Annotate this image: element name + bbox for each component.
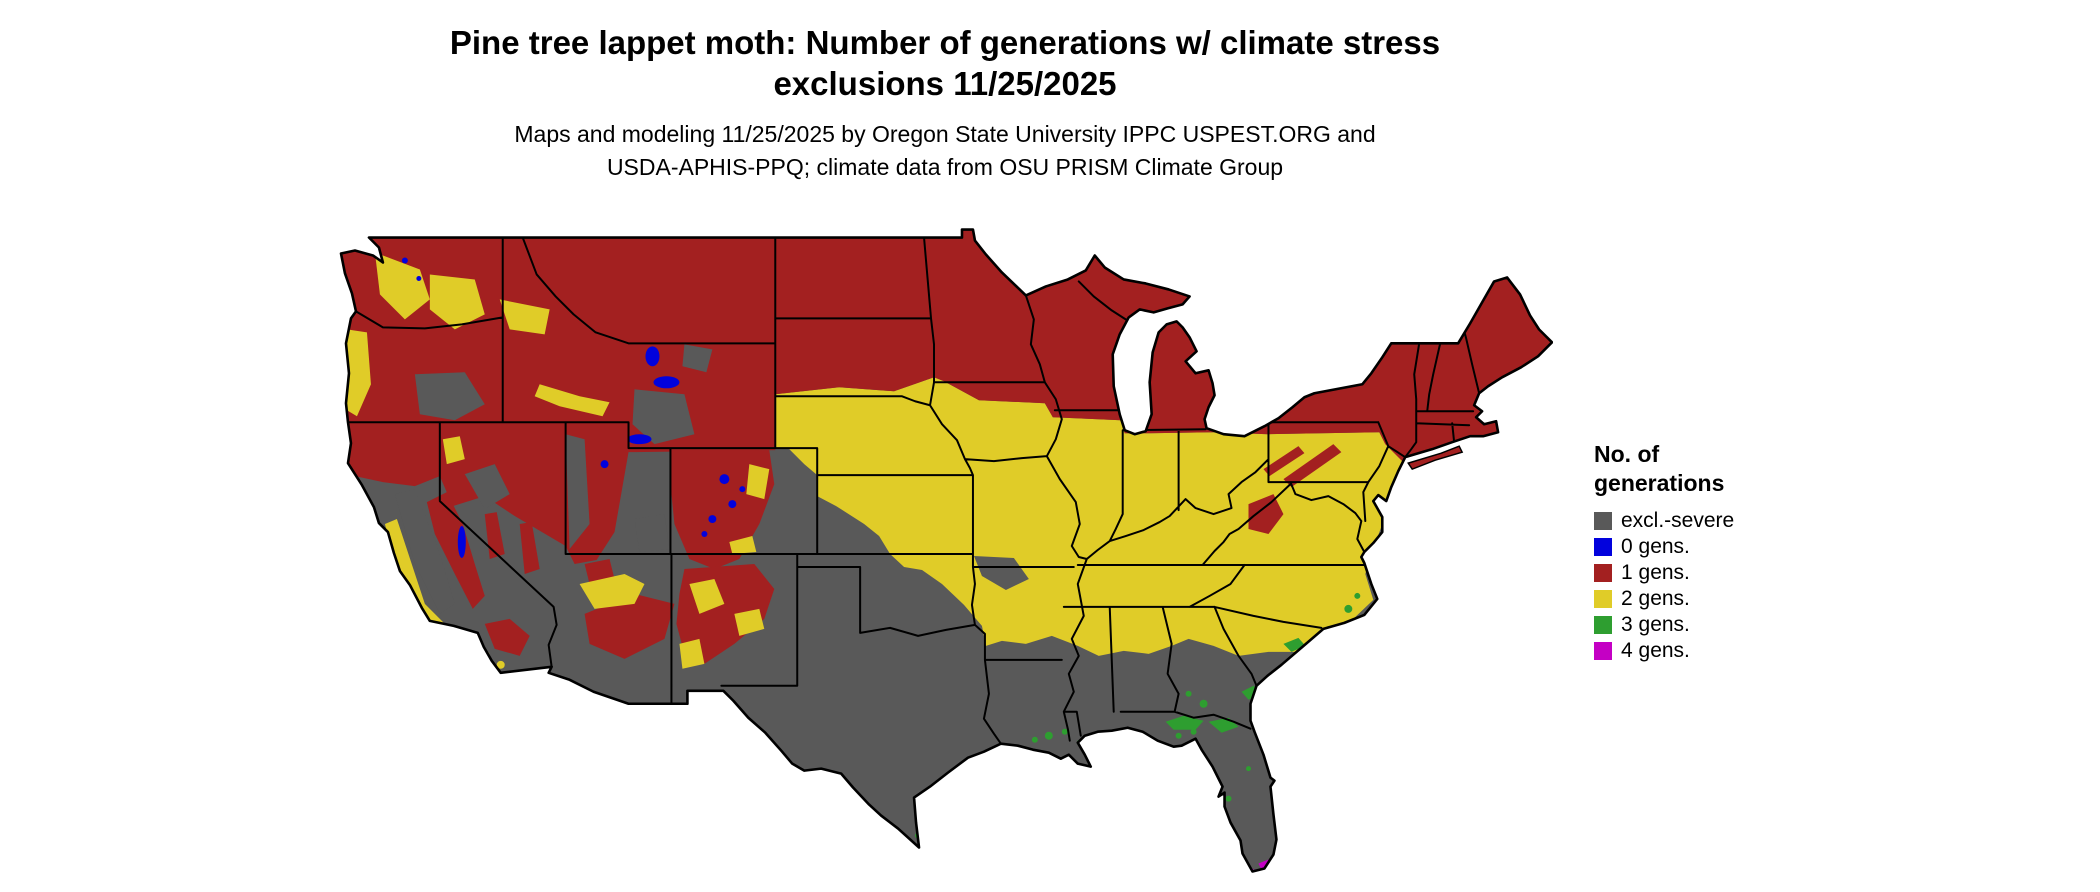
legend-swatch-0-gens: [1594, 538, 1612, 556]
legend-swatch-3-gens: [1594, 616, 1612, 634]
legend-label-3-gens: 3 gens.: [1621, 613, 1690, 636]
legend-label-excl-severe: excl.-severe: [1621, 509, 1735, 532]
long-island: [1407, 445, 1464, 471]
legend-item-0-gens: 0 gens.: [1594, 534, 1734, 560]
legend-item-excl-severe: excl.-severe: [1594, 508, 1734, 534]
legend-item-2-gens: 2 gens.: [1594, 586, 1734, 612]
us-generations-map: [335, 224, 1554, 884]
us-map-svg: [339, 228, 1554, 873]
legend-swatch-1-gens: [1594, 564, 1612, 582]
page-title: Pine tree lappet moth: Number of generat…: [0, 22, 1890, 104]
map-legend: No. of generations excl.-severe 0 gens. …: [1594, 440, 1734, 664]
title-line-1: Pine tree lappet moth: Number of generat…: [449, 24, 1441, 61]
legend-label-0-gens: 0 gens.: [1621, 535, 1690, 558]
subtitle-line-1: Maps and modeling 11/25/2025 by Oregon S…: [514, 121, 1376, 147]
legend-title-line-2: generations: [1594, 470, 1725, 496]
map-region-3-gens: [915, 592, 1361, 839]
legend-items: excl.-severe 0 gens. 1 gens. 2 gens. 3 g…: [1594, 508, 1734, 664]
map-region-excluded-patches: [394, 287, 1029, 614]
legend-label-1-gens: 1 gens.: [1621, 561, 1690, 584]
legend-item-4-gens: 4 gens.: [1594, 638, 1734, 664]
state-borders: [346, 236, 1481, 745]
legend-swatch-excl-severe: [1594, 512, 1612, 530]
map-region-0-gens: [401, 257, 746, 558]
page-subtitle: Maps and modeling 11/25/2025 by Oregon S…: [0, 118, 1890, 184]
map-region-2-gens-patches: [346, 252, 770, 669]
legend-item-3-gens: 3 gens.: [1594, 612, 1734, 638]
legend-item-1-gens: 1 gens.: [1594, 560, 1734, 586]
title-line-2: exclusions 11/25/2025: [773, 65, 1117, 102]
subtitle-line-2: USDA-APHIS-PPQ; climate data from OSU PR…: [606, 154, 1284, 180]
map-region-2-gens: [775, 377, 1406, 656]
legend-label-4-gens: 4 gens.: [1621, 639, 1690, 662]
legend-swatch-2-gens: [1594, 590, 1612, 608]
legend-swatch-4-gens: [1594, 642, 1612, 660]
legend-label-2-gens: 2 gens.: [1621, 587, 1690, 610]
us-outline: [339, 228, 1554, 873]
legend-title-line-1: No. of: [1594, 441, 1660, 467]
